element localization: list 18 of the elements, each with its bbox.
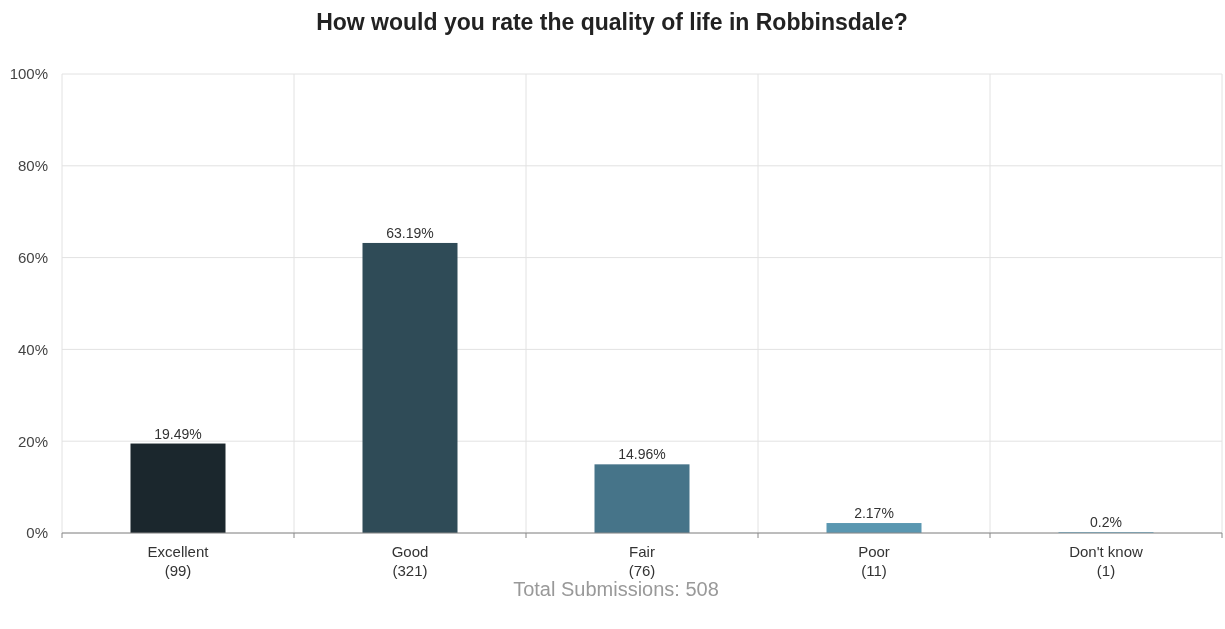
data-label: 19.49% bbox=[154, 425, 202, 442]
data-label: 14.96% bbox=[618, 446, 666, 463]
y-tick-label: 60% bbox=[17, 248, 48, 266]
data-label: 2.17% bbox=[854, 505, 894, 522]
x-tick-label: Don't know (1) bbox=[1069, 543, 1144, 579]
x-tick-label: Good (321) bbox=[391, 543, 429, 579]
x-tick-label: Excellent (99) bbox=[147, 543, 210, 579]
text: Total Submissions: 508 bbox=[513, 578, 719, 600]
y-tick-label: 0% bbox=[26, 524, 48, 542]
y-tick-label: 40% bbox=[17, 340, 48, 358]
y-tick-label: 20% bbox=[17, 432, 48, 450]
y-tick-label: 80% bbox=[17, 157, 48, 175]
chart-title: How would you rate the quality of life in Robbinsdale? bbox=[316, 9, 908, 35]
y-tick-label: 100% bbox=[9, 65, 48, 83]
data-label: 63.19% bbox=[386, 224, 434, 241]
x-tick-label: Poor (11) bbox=[858, 543, 890, 579]
x-tick-label: Fair (76) bbox=[628, 543, 656, 579]
data-label: 0.2% bbox=[1090, 514, 1122, 531]
